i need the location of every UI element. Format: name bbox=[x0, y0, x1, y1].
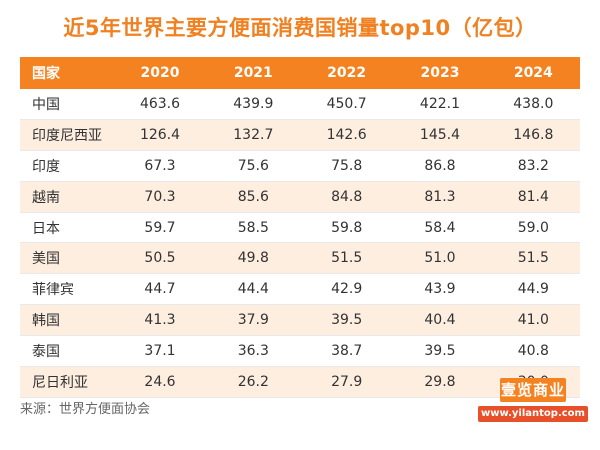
logo-url: www.yilantop.com bbox=[478, 406, 588, 422]
value-cell: 41.0 bbox=[486, 304, 580, 337]
value-cell: 67.3 bbox=[113, 150, 207, 182]
table-row: 越南 70.3 85.6 84.8 81.3 81.4 bbox=[20, 181, 580, 213]
value-cell: 37.9 bbox=[206, 304, 300, 337]
value-cell: 44.9 bbox=[486, 273, 580, 306]
table-row: 日本 59.7 58.5 59.8 58.4 59.0 bbox=[20, 212, 580, 244]
value-cell: 27.9 bbox=[299, 366, 394, 398]
value-cell: 49.8 bbox=[206, 242, 300, 275]
value-cell: 70.3 bbox=[113, 181, 207, 213]
value-cell: 59.0 bbox=[486, 212, 580, 244]
column-header-year: 2023 bbox=[393, 57, 487, 89]
value-cell: 51.5 bbox=[486, 242, 580, 275]
chart-title: 近5年世界主要方便面消费国销量top10（亿包） bbox=[63, 16, 537, 40]
column-header-country: 国家 bbox=[20, 57, 114, 89]
value-cell: 422.1 bbox=[393, 89, 487, 120]
table-row: 中国 463.6 439.9 450.7 422.1 438.0 bbox=[20, 89, 580, 120]
value-cell: 58.5 bbox=[206, 212, 300, 244]
value-cell: 44.4 bbox=[206, 273, 300, 306]
value-cell: 83.2 bbox=[486, 150, 580, 182]
sales-table: 国家 2020 2021 2022 2023 2024 中国 463.6 439.9 450.7… bbox=[20, 57, 580, 398]
value-cell: 51.5 bbox=[299, 242, 394, 275]
value-cell: 42.9 bbox=[299, 273, 394, 306]
country-cell: 中国 bbox=[20, 89, 114, 120]
value-cell: 75.8 bbox=[299, 150, 394, 182]
country-cell: 越南 bbox=[20, 181, 114, 213]
country-cell: 印度尼西亚 bbox=[20, 119, 114, 151]
value-cell: 86.8 bbox=[393, 150, 487, 182]
country-cell: 美国 bbox=[20, 242, 114, 275]
country-cell: 日本 bbox=[20, 212, 114, 244]
value-cell: 43.9 bbox=[393, 273, 487, 306]
country-cell: 韩国 bbox=[20, 304, 114, 337]
value-cell: 81.3 bbox=[393, 181, 487, 213]
value-cell: 59.7 bbox=[113, 212, 207, 244]
column-header-year: 2020 bbox=[113, 57, 207, 89]
value-cell: 41.3 bbox=[113, 304, 207, 337]
value-cell: 36.3 bbox=[206, 335, 300, 368]
table-row: 韩国 41.3 37.9 39.5 40.4 41.0 bbox=[20, 304, 580, 337]
table-body: 中国 463.6 439.9 450.7 422.1 438.0 印度尼西亚 126.4 132… bbox=[20, 89, 580, 398]
value-cell: 81.4 bbox=[486, 181, 580, 213]
value-cell: 145.4 bbox=[393, 119, 487, 151]
value-cell: 39.5 bbox=[299, 304, 394, 337]
value-cell: 44.7 bbox=[113, 273, 207, 306]
logo-mark: 壹览商业 bbox=[500, 378, 566, 402]
column-header-year: 2021 bbox=[206, 57, 300, 89]
table-row: 美国 50.5 49.8 51.5 51.0 51.5 bbox=[20, 242, 580, 275]
source-note: 来源：世界方便面协会 bbox=[20, 402, 151, 417]
table-row: 印度尼西亚 126.4 132.7 142.6 145.4 146.8 bbox=[20, 119, 580, 151]
country-cell: 尼日利亚 bbox=[20, 366, 114, 398]
value-cell: 59.8 bbox=[299, 212, 394, 244]
country-cell: 菲律宾 bbox=[20, 273, 114, 306]
value-cell: 85.6 bbox=[206, 181, 300, 213]
brand-logo: 壹览商业 www.yilantop.com bbox=[478, 378, 588, 428]
column-header-year: 2024 bbox=[486, 57, 580, 89]
value-cell: 29.8 bbox=[393, 366, 487, 398]
value-cell: 438.0 bbox=[486, 89, 580, 120]
value-cell: 37.1 bbox=[113, 335, 207, 368]
value-cell: 58.4 bbox=[393, 212, 487, 244]
value-cell: 84.8 bbox=[299, 181, 394, 213]
value-cell: 39.5 bbox=[393, 335, 487, 368]
value-cell: 132.7 bbox=[206, 119, 300, 151]
country-cell: 印度 bbox=[20, 150, 114, 182]
value-cell: 40.8 bbox=[486, 335, 580, 368]
value-cell: 126.4 bbox=[113, 119, 207, 151]
value-cell: 75.6 bbox=[206, 150, 300, 182]
value-cell: 24.6 bbox=[113, 366, 207, 398]
value-cell: 439.9 bbox=[206, 89, 300, 120]
value-cell: 51.0 bbox=[393, 242, 487, 275]
column-header-year: 2022 bbox=[299, 57, 394, 89]
table-row: 泰国 37.1 36.3 38.7 39.5 40.8 bbox=[20, 335, 580, 368]
table-row: 印度 67.3 75.6 75.8 86.8 83.2 bbox=[20, 150, 580, 182]
value-cell: 146.8 bbox=[486, 119, 580, 151]
value-cell: 26.2 bbox=[206, 366, 300, 398]
value-cell: 38.7 bbox=[299, 335, 394, 368]
value-cell: 142.6 bbox=[299, 119, 394, 151]
value-cell: 450.7 bbox=[299, 89, 394, 120]
table-header-row: 国家 2020 2021 2022 2023 2024 bbox=[20, 57, 580, 89]
table-row: 菲律宾 44.7 44.4 42.9 43.9 44.9 bbox=[20, 273, 580, 306]
value-cell: 40.4 bbox=[393, 304, 487, 337]
value-cell: 50.5 bbox=[113, 242, 207, 275]
value-cell: 463.6 bbox=[113, 89, 207, 120]
country-cell: 泰国 bbox=[20, 335, 114, 368]
